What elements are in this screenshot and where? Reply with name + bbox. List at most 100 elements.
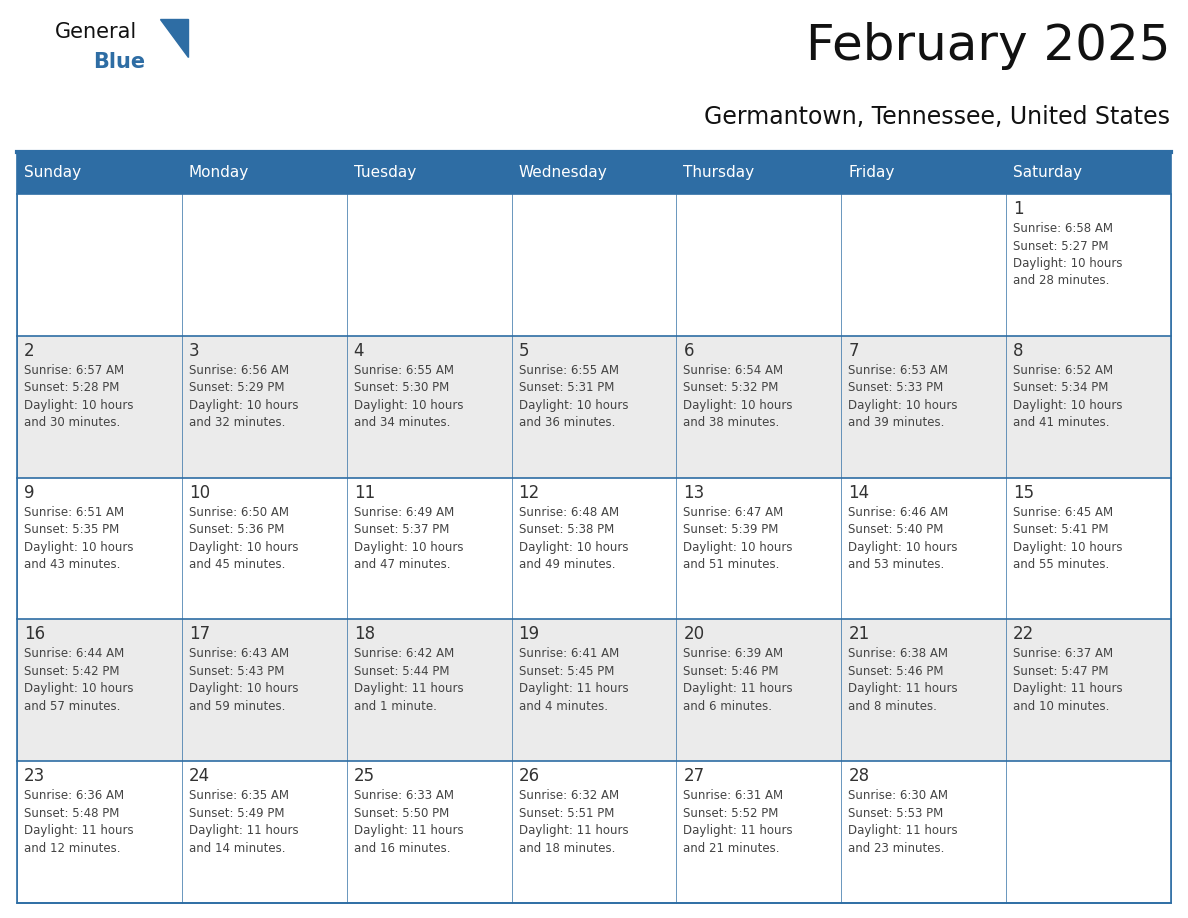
Text: Sunrise: 6:57 AM
Sunset: 5:28 PM
Daylight: 10 hours
and 30 minutes.: Sunrise: 6:57 AM Sunset: 5:28 PM Dayligh… <box>24 364 133 430</box>
Text: Sunrise: 6:41 AM
Sunset: 5:45 PM
Daylight: 11 hours
and 4 minutes.: Sunrise: 6:41 AM Sunset: 5:45 PM Dayligh… <box>519 647 628 713</box>
Bar <box>182 194 347 336</box>
Text: 9: 9 <box>24 484 34 501</box>
Bar <box>182 477 347 620</box>
Bar <box>182 620 347 761</box>
Bar <box>512 194 676 336</box>
Bar <box>17 194 182 336</box>
Bar <box>17 761 182 903</box>
Text: Sunrise: 6:58 AM
Sunset: 5:27 PM
Daylight: 10 hours
and 28 minutes.: Sunrise: 6:58 AM Sunset: 5:27 PM Dayligh… <box>1013 222 1123 287</box>
Text: Sunrise: 6:35 AM
Sunset: 5:49 PM
Daylight: 11 hours
and 14 minutes.: Sunrise: 6:35 AM Sunset: 5:49 PM Dayligh… <box>189 789 298 855</box>
Text: 3: 3 <box>189 341 200 360</box>
Bar <box>182 336 347 477</box>
Text: Sunrise: 6:32 AM
Sunset: 5:51 PM
Daylight: 11 hours
and 18 minutes.: Sunrise: 6:32 AM Sunset: 5:51 PM Dayligh… <box>519 789 628 855</box>
Text: 27: 27 <box>683 767 704 785</box>
Bar <box>1006 194 1171 336</box>
Text: 1: 1 <box>1013 200 1024 218</box>
Bar <box>1006 152 1171 194</box>
Bar <box>347 336 512 477</box>
Bar <box>17 152 1171 903</box>
Bar <box>841 477 1006 620</box>
Text: 2: 2 <box>24 341 34 360</box>
Text: Sunrise: 6:38 AM
Sunset: 5:46 PM
Daylight: 11 hours
and 8 minutes.: Sunrise: 6:38 AM Sunset: 5:46 PM Dayligh… <box>848 647 958 713</box>
Bar <box>17 620 182 761</box>
Text: Sunrise: 6:37 AM
Sunset: 5:47 PM
Daylight: 11 hours
and 10 minutes.: Sunrise: 6:37 AM Sunset: 5:47 PM Dayligh… <box>1013 647 1123 713</box>
Bar <box>841 152 1006 194</box>
Bar <box>1006 336 1171 477</box>
Text: 5: 5 <box>519 341 529 360</box>
Text: 17: 17 <box>189 625 210 644</box>
Text: 18: 18 <box>354 625 375 644</box>
Bar <box>512 152 676 194</box>
Text: 13: 13 <box>683 484 704 501</box>
Text: 10: 10 <box>189 484 210 501</box>
Text: 7: 7 <box>848 341 859 360</box>
Text: 21: 21 <box>848 625 870 644</box>
Bar <box>676 477 841 620</box>
Bar <box>512 620 676 761</box>
Bar <box>17 336 182 477</box>
Text: Sunrise: 6:49 AM
Sunset: 5:37 PM
Daylight: 10 hours
and 47 minutes.: Sunrise: 6:49 AM Sunset: 5:37 PM Dayligh… <box>354 506 463 571</box>
Bar <box>841 194 1006 336</box>
Text: Sunrise: 6:39 AM
Sunset: 5:46 PM
Daylight: 11 hours
and 6 minutes.: Sunrise: 6:39 AM Sunset: 5:46 PM Dayligh… <box>683 647 794 713</box>
Text: Sunrise: 6:47 AM
Sunset: 5:39 PM
Daylight: 10 hours
and 51 minutes.: Sunrise: 6:47 AM Sunset: 5:39 PM Dayligh… <box>683 506 792 571</box>
Text: Friday: Friday <box>848 165 895 181</box>
Text: February 2025: February 2025 <box>805 22 1170 70</box>
Text: Sunrise: 6:45 AM
Sunset: 5:41 PM
Daylight: 10 hours
and 55 minutes.: Sunrise: 6:45 AM Sunset: 5:41 PM Dayligh… <box>1013 506 1123 571</box>
Text: 28: 28 <box>848 767 870 785</box>
Text: Sunrise: 6:43 AM
Sunset: 5:43 PM
Daylight: 10 hours
and 59 minutes.: Sunrise: 6:43 AM Sunset: 5:43 PM Dayligh… <box>189 647 298 713</box>
Bar <box>347 477 512 620</box>
Text: Sunrise: 6:56 AM
Sunset: 5:29 PM
Daylight: 10 hours
and 32 minutes.: Sunrise: 6:56 AM Sunset: 5:29 PM Dayligh… <box>189 364 298 430</box>
Text: Sunrise: 6:44 AM
Sunset: 5:42 PM
Daylight: 10 hours
and 57 minutes.: Sunrise: 6:44 AM Sunset: 5:42 PM Dayligh… <box>24 647 133 713</box>
Text: Wednesday: Wednesday <box>519 165 607 181</box>
Bar <box>1006 477 1171 620</box>
Text: Sunrise: 6:30 AM
Sunset: 5:53 PM
Daylight: 11 hours
and 23 minutes.: Sunrise: 6:30 AM Sunset: 5:53 PM Dayligh… <box>848 789 958 855</box>
Polygon shape <box>160 19 188 57</box>
Text: Sunrise: 6:53 AM
Sunset: 5:33 PM
Daylight: 10 hours
and 39 minutes.: Sunrise: 6:53 AM Sunset: 5:33 PM Dayligh… <box>848 364 958 430</box>
Text: 19: 19 <box>519 625 539 644</box>
Text: Thursday: Thursday <box>683 165 754 181</box>
Text: Sunrise: 6:33 AM
Sunset: 5:50 PM
Daylight: 11 hours
and 16 minutes.: Sunrise: 6:33 AM Sunset: 5:50 PM Dayligh… <box>354 789 463 855</box>
Text: Saturday: Saturday <box>1013 165 1082 181</box>
Text: 24: 24 <box>189 767 210 785</box>
Bar <box>676 761 841 903</box>
Bar <box>841 620 1006 761</box>
Text: Sunrise: 6:55 AM
Sunset: 5:30 PM
Daylight: 10 hours
and 34 minutes.: Sunrise: 6:55 AM Sunset: 5:30 PM Dayligh… <box>354 364 463 430</box>
Bar <box>182 152 347 194</box>
Text: 14: 14 <box>848 484 870 501</box>
Text: 11: 11 <box>354 484 375 501</box>
Text: Sunrise: 6:52 AM
Sunset: 5:34 PM
Daylight: 10 hours
and 41 minutes.: Sunrise: 6:52 AM Sunset: 5:34 PM Dayligh… <box>1013 364 1123 430</box>
Bar <box>1006 761 1171 903</box>
Text: 6: 6 <box>683 341 694 360</box>
Bar <box>512 761 676 903</box>
Text: 23: 23 <box>24 767 45 785</box>
Bar <box>17 477 182 620</box>
Bar <box>347 194 512 336</box>
Bar <box>841 761 1006 903</box>
Bar <box>512 336 676 477</box>
Text: 8: 8 <box>1013 341 1024 360</box>
Bar <box>347 152 512 194</box>
Text: Sunrise: 6:42 AM
Sunset: 5:44 PM
Daylight: 11 hours
and 1 minute.: Sunrise: 6:42 AM Sunset: 5:44 PM Dayligh… <box>354 647 463 713</box>
Text: 15: 15 <box>1013 484 1035 501</box>
Text: Sunrise: 6:36 AM
Sunset: 5:48 PM
Daylight: 11 hours
and 12 minutes.: Sunrise: 6:36 AM Sunset: 5:48 PM Dayligh… <box>24 789 133 855</box>
Bar <box>347 620 512 761</box>
Bar <box>347 761 512 903</box>
Text: Sunrise: 6:48 AM
Sunset: 5:38 PM
Daylight: 10 hours
and 49 minutes.: Sunrise: 6:48 AM Sunset: 5:38 PM Dayligh… <box>519 506 628 571</box>
Bar <box>676 152 841 194</box>
Text: 25: 25 <box>354 767 375 785</box>
Text: 4: 4 <box>354 341 365 360</box>
Bar <box>182 761 347 903</box>
Text: Sunrise: 6:31 AM
Sunset: 5:52 PM
Daylight: 11 hours
and 21 minutes.: Sunrise: 6:31 AM Sunset: 5:52 PM Dayligh… <box>683 789 794 855</box>
Bar <box>1006 620 1171 761</box>
Text: Germantown, Tennessee, United States: Germantown, Tennessee, United States <box>704 105 1170 129</box>
Text: Sunrise: 6:54 AM
Sunset: 5:32 PM
Daylight: 10 hours
and 38 minutes.: Sunrise: 6:54 AM Sunset: 5:32 PM Dayligh… <box>683 364 792 430</box>
Text: 20: 20 <box>683 625 704 644</box>
Bar <box>841 336 1006 477</box>
Text: Blue: Blue <box>93 52 145 72</box>
Text: 16: 16 <box>24 625 45 644</box>
Bar <box>676 194 841 336</box>
Bar <box>676 336 841 477</box>
Text: General: General <box>55 22 138 42</box>
Text: Sunday: Sunday <box>24 165 81 181</box>
Bar <box>676 620 841 761</box>
